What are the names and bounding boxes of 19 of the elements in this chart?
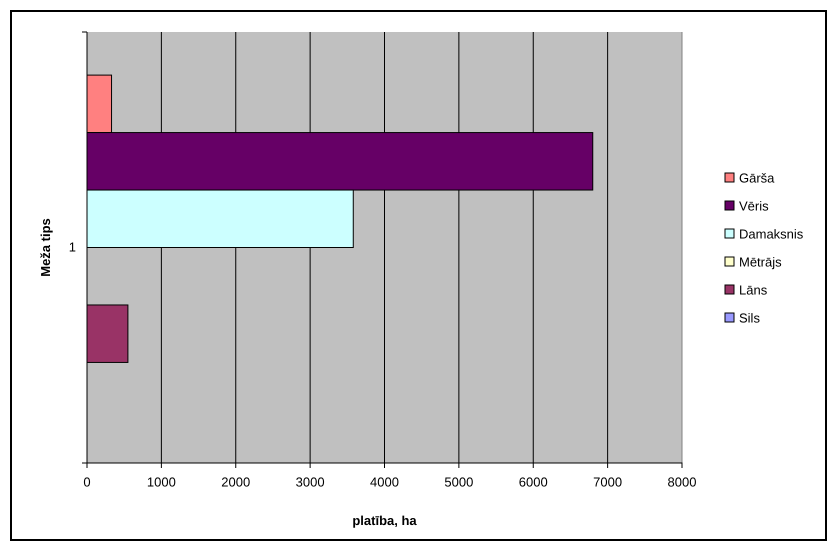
legend-label: Vēris bbox=[739, 198, 770, 214]
legend-label: Mētrājs bbox=[739, 254, 782, 270]
x-tick-label: 6000 bbox=[518, 474, 548, 490]
x-tick-label: 7000 bbox=[593, 474, 622, 490]
y-axis-title: Meža tips bbox=[38, 218, 53, 277]
legend-label: Sils bbox=[739, 310, 760, 326]
x-tick-label: 0 bbox=[83, 474, 91, 490]
legend-label: Gārša bbox=[739, 170, 776, 186]
x-tick-label: 2000 bbox=[221, 474, 250, 490]
y-tick-label: 1 bbox=[68, 240, 76, 255]
legend-label: Damaksnis bbox=[739, 226, 804, 242]
x-tick-label: 4000 bbox=[370, 474, 399, 490]
legend-label: Lāns bbox=[739, 282, 768, 298]
bar bbox=[86, 304, 128, 363]
x-axis-title: platība, ha bbox=[352, 513, 418, 528]
x-tick-label: 5000 bbox=[444, 474, 474, 490]
x-tick-label: 1000 bbox=[146, 474, 176, 490]
x-tick-label: 3000 bbox=[296, 474, 325, 490]
x-tick-label: 8000 bbox=[668, 474, 696, 490]
